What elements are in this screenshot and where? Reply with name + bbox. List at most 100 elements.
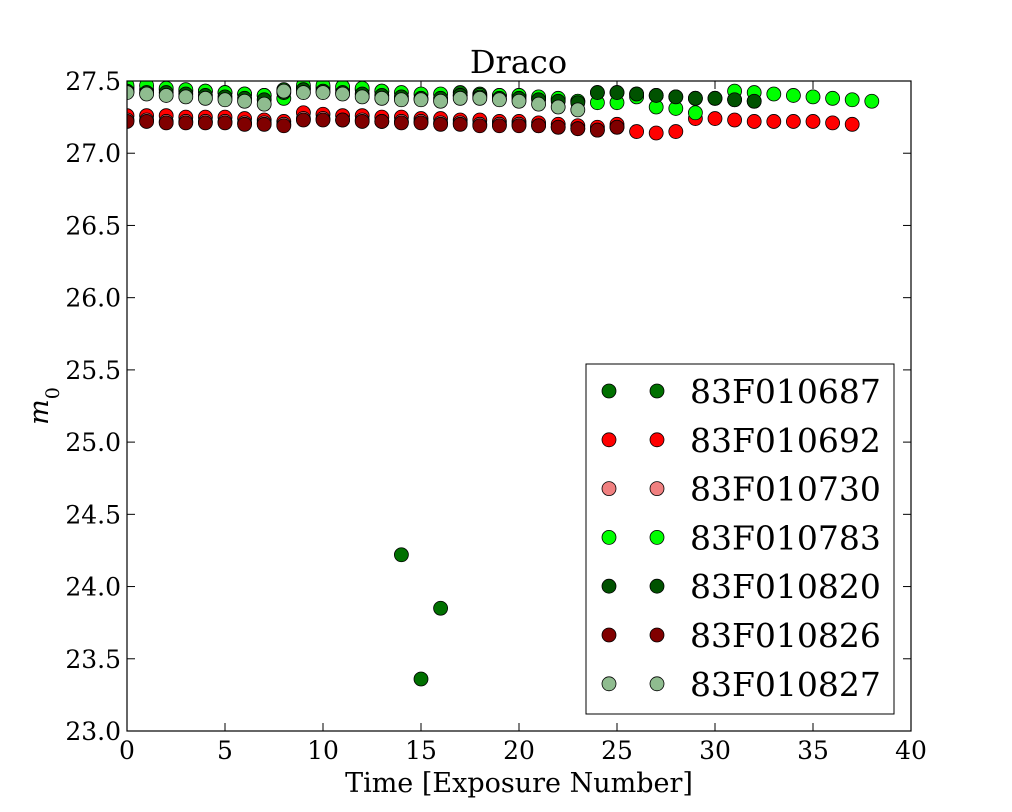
data-point: [335, 86, 351, 102]
x-tick-label: 5: [217, 736, 233, 765]
legend-label: 83F010820: [690, 567, 881, 606]
legend-marker: [649, 676, 665, 692]
data-point: [237, 116, 253, 132]
data-point: [727, 112, 742, 128]
data-point: [609, 85, 625, 100]
data-point: [570, 121, 586, 137]
data-point: [531, 118, 546, 134]
data-point: [550, 119, 566, 135]
data-point: [127, 114, 135, 129]
data-point: [766, 86, 782, 102]
data-point: [825, 90, 840, 106]
data-point: [727, 92, 742, 108]
legend-label: 83F010687: [690, 372, 881, 411]
data-point: [707, 90, 723, 106]
data-point: [786, 114, 801, 129]
data-point: [158, 115, 174, 131]
data-point: [374, 90, 390, 106]
x-tick-label: 15: [405, 736, 437, 765]
data-point: [609, 119, 625, 135]
data-point: [413, 92, 429, 108]
y-tick-label: 26.0: [65, 284, 121, 313]
data-point: [472, 118, 488, 134]
x-tick-label: 35: [797, 736, 829, 765]
data-point: [374, 114, 390, 129]
legend-marker: [601, 432, 617, 448]
data-point: [393, 115, 409, 131]
data-point: [844, 92, 860, 108]
y-tick-label: 25.5: [65, 356, 121, 385]
data-point: [629, 86, 644, 102]
plot-area: [127, 81, 880, 687]
data-point: [648, 125, 664, 141]
data-points: [127, 81, 880, 687]
data-point: [197, 115, 213, 131]
data-point: [433, 600, 449, 616]
data-point: [452, 90, 468, 106]
x-tick-label: 0: [119, 736, 135, 765]
legend-marker: [649, 383, 665, 399]
data-point: [531, 96, 546, 112]
legend-label: 83F010826: [690, 616, 881, 655]
legend: 83F010687 83F010692 83F010730 83F010783 83F0…: [585, 363, 895, 715]
y-tick-label: 24.5: [65, 500, 121, 529]
data-point: [491, 118, 507, 134]
data-point: [393, 92, 409, 108]
legend-label: 83F010692: [690, 421, 881, 460]
data-point: [511, 118, 527, 134]
x-tick-label: 10: [307, 736, 339, 765]
y-tick-label: 27.0: [65, 139, 121, 168]
data-point: [550, 99, 566, 115]
data-point: [491, 92, 507, 108]
data-point: [786, 88, 801, 103]
data-point: [825, 115, 840, 131]
data-point: [315, 85, 331, 100]
data-point: [315, 112, 331, 128]
y-tick-label: 27.5: [65, 67, 121, 96]
series-83F010730: [127, 111, 625, 138]
data-point: [629, 124, 644, 139]
data-point: [668, 89, 684, 105]
legend-marker: [601, 530, 617, 545]
legend-marker: [649, 481, 665, 497]
y-axis-label-subscript: 0: [42, 387, 64, 399]
data-point: [805, 114, 821, 129]
legend-marker: [649, 530, 665, 545]
data-point: [276, 118, 292, 134]
legend-marker: [649, 578, 665, 594]
legend-box: [585, 363, 895, 715]
legend-marker: [601, 676, 617, 692]
data-point: [139, 86, 155, 102]
x-tick-label: 20: [503, 736, 535, 765]
plot-frame: [126, 80, 912, 732]
data-point: [256, 96, 272, 112]
data-point: [127, 85, 135, 100]
data-point: [472, 90, 488, 106]
data-point: [139, 114, 155, 129]
legend-marker: [601, 481, 617, 497]
data-point: [844, 116, 860, 132]
legend-marker: [601, 578, 617, 594]
data-point: [864, 93, 880, 109]
y-tick-label: 23.5: [65, 645, 121, 674]
data-point: [197, 90, 213, 106]
y-tick-label: 26.5: [65, 211, 121, 240]
data-point: [237, 93, 253, 109]
legend-entry: 83F010687: [601, 372, 881, 411]
data-point: [256, 116, 272, 132]
y-tick-label: 23.0: [65, 717, 121, 746]
data-point: [335, 112, 351, 128]
data-point: [746, 114, 762, 129]
legend-label: 83F010730: [690, 470, 881, 509]
data-point: [590, 85, 605, 100]
data-point: [668, 124, 684, 139]
x-tick-label: 30: [699, 736, 731, 765]
x-tick-label: 25: [601, 736, 633, 765]
legend-marker: [601, 627, 617, 643]
series-83F010826: [127, 112, 625, 138]
legend-marker: [649, 432, 665, 448]
data-point: [433, 93, 449, 109]
data-point: [393, 547, 409, 563]
data-point: [766, 114, 782, 129]
data-point: [511, 93, 527, 109]
